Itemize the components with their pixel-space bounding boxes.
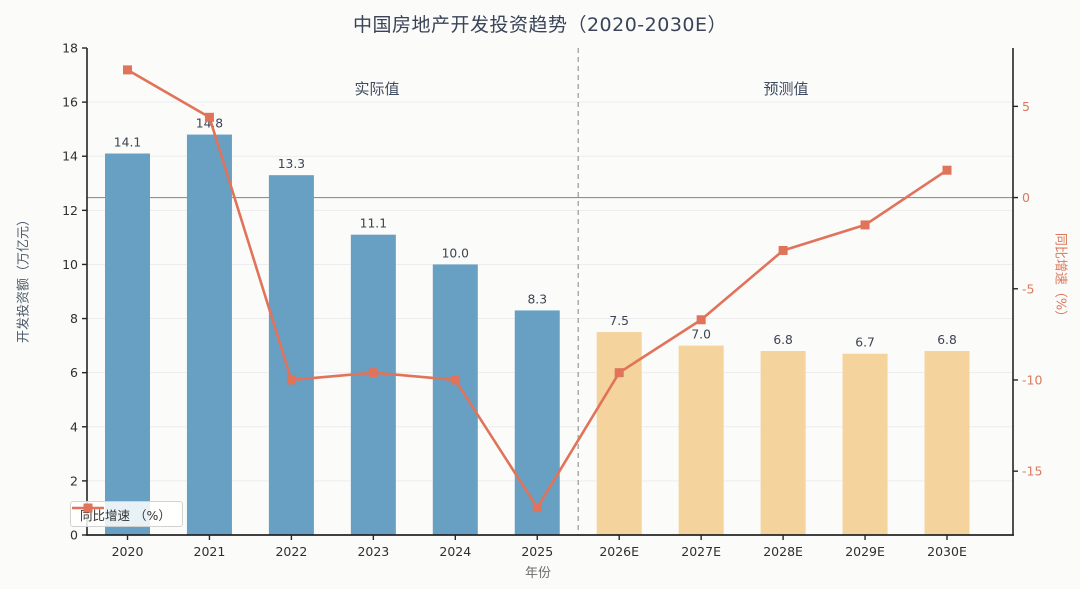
growth-marker-2024 bbox=[450, 375, 460, 385]
y-left-tick-label-14: 14 bbox=[62, 149, 78, 164]
x-tick-label-2022: 2022 bbox=[275, 544, 307, 559]
bar-2027E bbox=[678, 345, 724, 535]
growth-marker-2025 bbox=[532, 503, 542, 513]
bar-label-2027E: 7.0 bbox=[691, 328, 711, 342]
x-tick-label-2024: 2024 bbox=[439, 544, 471, 559]
y-axis-left-title: 开发投资额（万亿元） bbox=[16, 212, 32, 344]
bar-label-2029E: 6.7 bbox=[855, 336, 875, 350]
x-tick-label-2026E: 2026E bbox=[599, 544, 639, 559]
y-left-tick-label-6: 6 bbox=[70, 365, 78, 380]
y-left-tick-label-2: 2 bbox=[70, 473, 78, 488]
bar-label-2024: 10.0 bbox=[442, 246, 469, 260]
bar-2022 bbox=[268, 175, 314, 535]
bar-label-2020: 14.1 bbox=[114, 136, 141, 150]
y-right-tick-label-0: 0 bbox=[1022, 190, 1030, 205]
x-tick-label-2027E: 2027E bbox=[681, 544, 721, 559]
bar-2025 bbox=[514, 310, 560, 535]
y-left-tick-label-0: 0 bbox=[70, 528, 78, 543]
annotation-forecast: 预测值 bbox=[763, 80, 809, 98]
y-right-tick-label--5: -5 bbox=[1022, 281, 1034, 296]
x-tick-label-2030E: 2030E bbox=[927, 544, 967, 559]
bar-label-2021: 14.8 bbox=[196, 117, 223, 131]
x-axis-title: 年份 bbox=[524, 566, 552, 581]
y-left-tick-label-16: 16 bbox=[62, 95, 78, 110]
y-left-tick-label-10: 10 bbox=[62, 257, 78, 272]
bar-2023 bbox=[350, 234, 396, 535]
legend-line-marker-icon bbox=[72, 503, 104, 513]
y-left-tick-label-8: 8 bbox=[70, 311, 78, 326]
chart-title: 中国房地产开发投资趋势（2020-2030E） bbox=[352, 14, 728, 36]
bar-2020 bbox=[105, 153, 150, 535]
y-left-tick-label-18: 18 bbox=[62, 41, 78, 56]
bar-label-2022: 13.3 bbox=[278, 157, 305, 171]
legend[interactable]: 同比增速 （%） bbox=[70, 501, 183, 527]
bar-label-2023: 11.1 bbox=[360, 217, 387, 231]
bar-label-2025: 8.3 bbox=[527, 292, 547, 306]
growth-marker-2030E bbox=[942, 165, 952, 175]
growth-marker-2022 bbox=[286, 375, 296, 385]
growth-marker-2021 bbox=[204, 112, 214, 122]
x-tick-label-2028E: 2028E bbox=[763, 544, 803, 559]
bar-2028E bbox=[760, 351, 806, 535]
y-left-tick-label-4: 4 bbox=[70, 419, 78, 434]
x-tick-label-2020: 2020 bbox=[112, 544, 144, 559]
x-tick-label-2025: 2025 bbox=[521, 544, 553, 559]
growth-marker-2020 bbox=[123, 65, 132, 75]
legend-label: 同比增速 （%） bbox=[80, 507, 171, 523]
bar-2026E bbox=[596, 332, 642, 535]
x-tick-label-2029E: 2029E bbox=[845, 544, 885, 559]
growth-marker-2029E bbox=[860, 220, 870, 230]
growth-marker-2027E bbox=[696, 315, 706, 325]
y-left-tick-label-12: 12 bbox=[62, 203, 78, 218]
annotation-actual: 实际值 bbox=[354, 80, 400, 98]
bar-2024 bbox=[432, 264, 478, 535]
bar-2029E bbox=[842, 353, 888, 535]
growth-marker-2028E bbox=[778, 245, 788, 255]
bar-2021 bbox=[186, 134, 232, 536]
growth-marker-2026E bbox=[614, 368, 624, 378]
bar-label-2030E: 6.8 bbox=[937, 333, 957, 347]
y-right-tick-label--10: -10 bbox=[1022, 372, 1042, 387]
y-right-tick-label-5: 5 bbox=[1022, 99, 1030, 114]
bar-2030E bbox=[924, 351, 970, 535]
growth-marker-2023 bbox=[368, 368, 378, 378]
bar-label-2028E: 6.8 bbox=[773, 333, 793, 347]
x-tick-label-2023: 2023 bbox=[357, 544, 389, 559]
x-tick-label-2021: 2021 bbox=[194, 544, 226, 559]
bar-label-2026E: 7.5 bbox=[609, 314, 629, 328]
y-axis-right-title: 同比增速（%） bbox=[1052, 232, 1068, 324]
y-right-tick-label--15: -15 bbox=[1022, 464, 1042, 479]
